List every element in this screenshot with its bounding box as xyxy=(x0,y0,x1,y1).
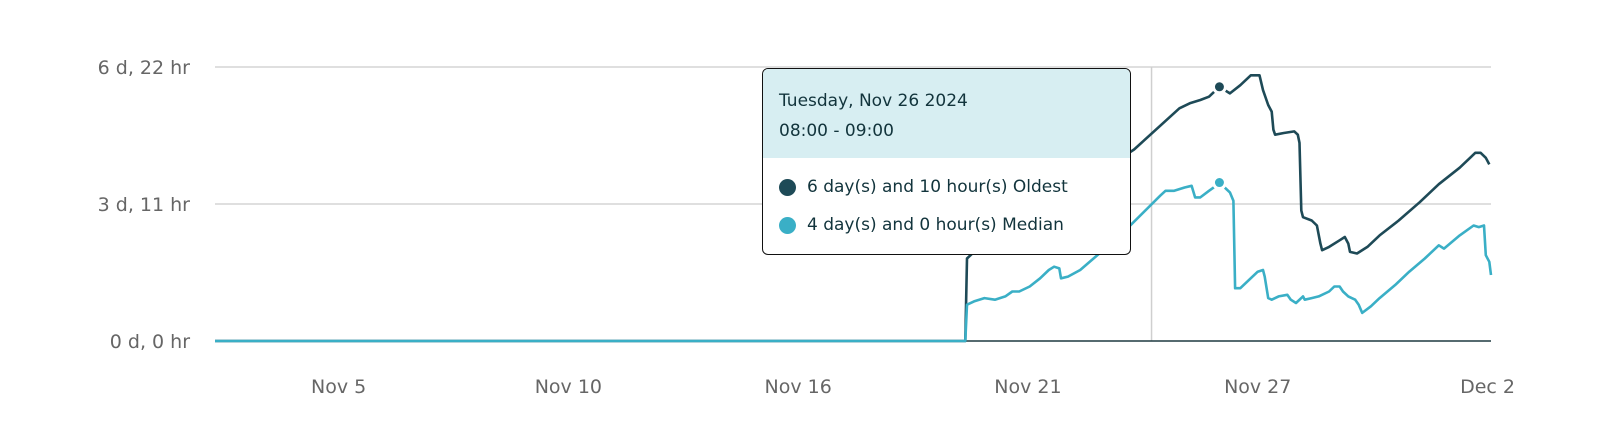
chart-tooltip: Tuesday, Nov 26 2024 08:00 - 09:00 6 day… xyxy=(762,68,1131,255)
x-tick-label: Nov 27 xyxy=(1224,376,1291,398)
series-line-median xyxy=(215,181,1493,343)
tooltip-date: Tuesday, Nov 26 2024 xyxy=(779,91,968,111)
tooltip-time-range: 08:00 - 09:00 xyxy=(779,121,894,141)
series-line-oldest xyxy=(215,74,1491,343)
tooltip-row-median: 4 day(s) and 0 hour(s) Median xyxy=(763,206,1130,244)
y-tick-label: 3 d, 11 hr xyxy=(98,194,191,216)
hover-point-median xyxy=(1211,175,1227,191)
x-tick-label: Dec 2 xyxy=(1460,376,1515,398)
y-tick-label: 6 d, 22 hr xyxy=(98,57,191,79)
tooltip-row-oldest: 6 day(s) and 10 hour(s) Oldest xyxy=(763,168,1130,206)
x-tick-label: Nov 21 xyxy=(994,376,1061,398)
x-tick-label: Nov 10 xyxy=(535,376,602,398)
x-tick-label: Nov 5 xyxy=(311,376,366,398)
oldest-dot-icon xyxy=(779,178,796,196)
y-tick-label: 0 d, 0 hr xyxy=(110,331,190,353)
hover-point-oldest xyxy=(1211,79,1227,95)
tooltip-oldest-value: 6 day(s) and 10 hour(s) Oldest xyxy=(807,177,1068,197)
tooltip-header: Tuesday, Nov 26 2024 08:00 - 09:00 xyxy=(763,69,1130,158)
tooltip-median-value: 4 day(s) and 0 hour(s) Median xyxy=(807,215,1064,235)
x-tick-label: Nov 16 xyxy=(765,376,832,398)
median-dot-icon xyxy=(779,216,796,234)
